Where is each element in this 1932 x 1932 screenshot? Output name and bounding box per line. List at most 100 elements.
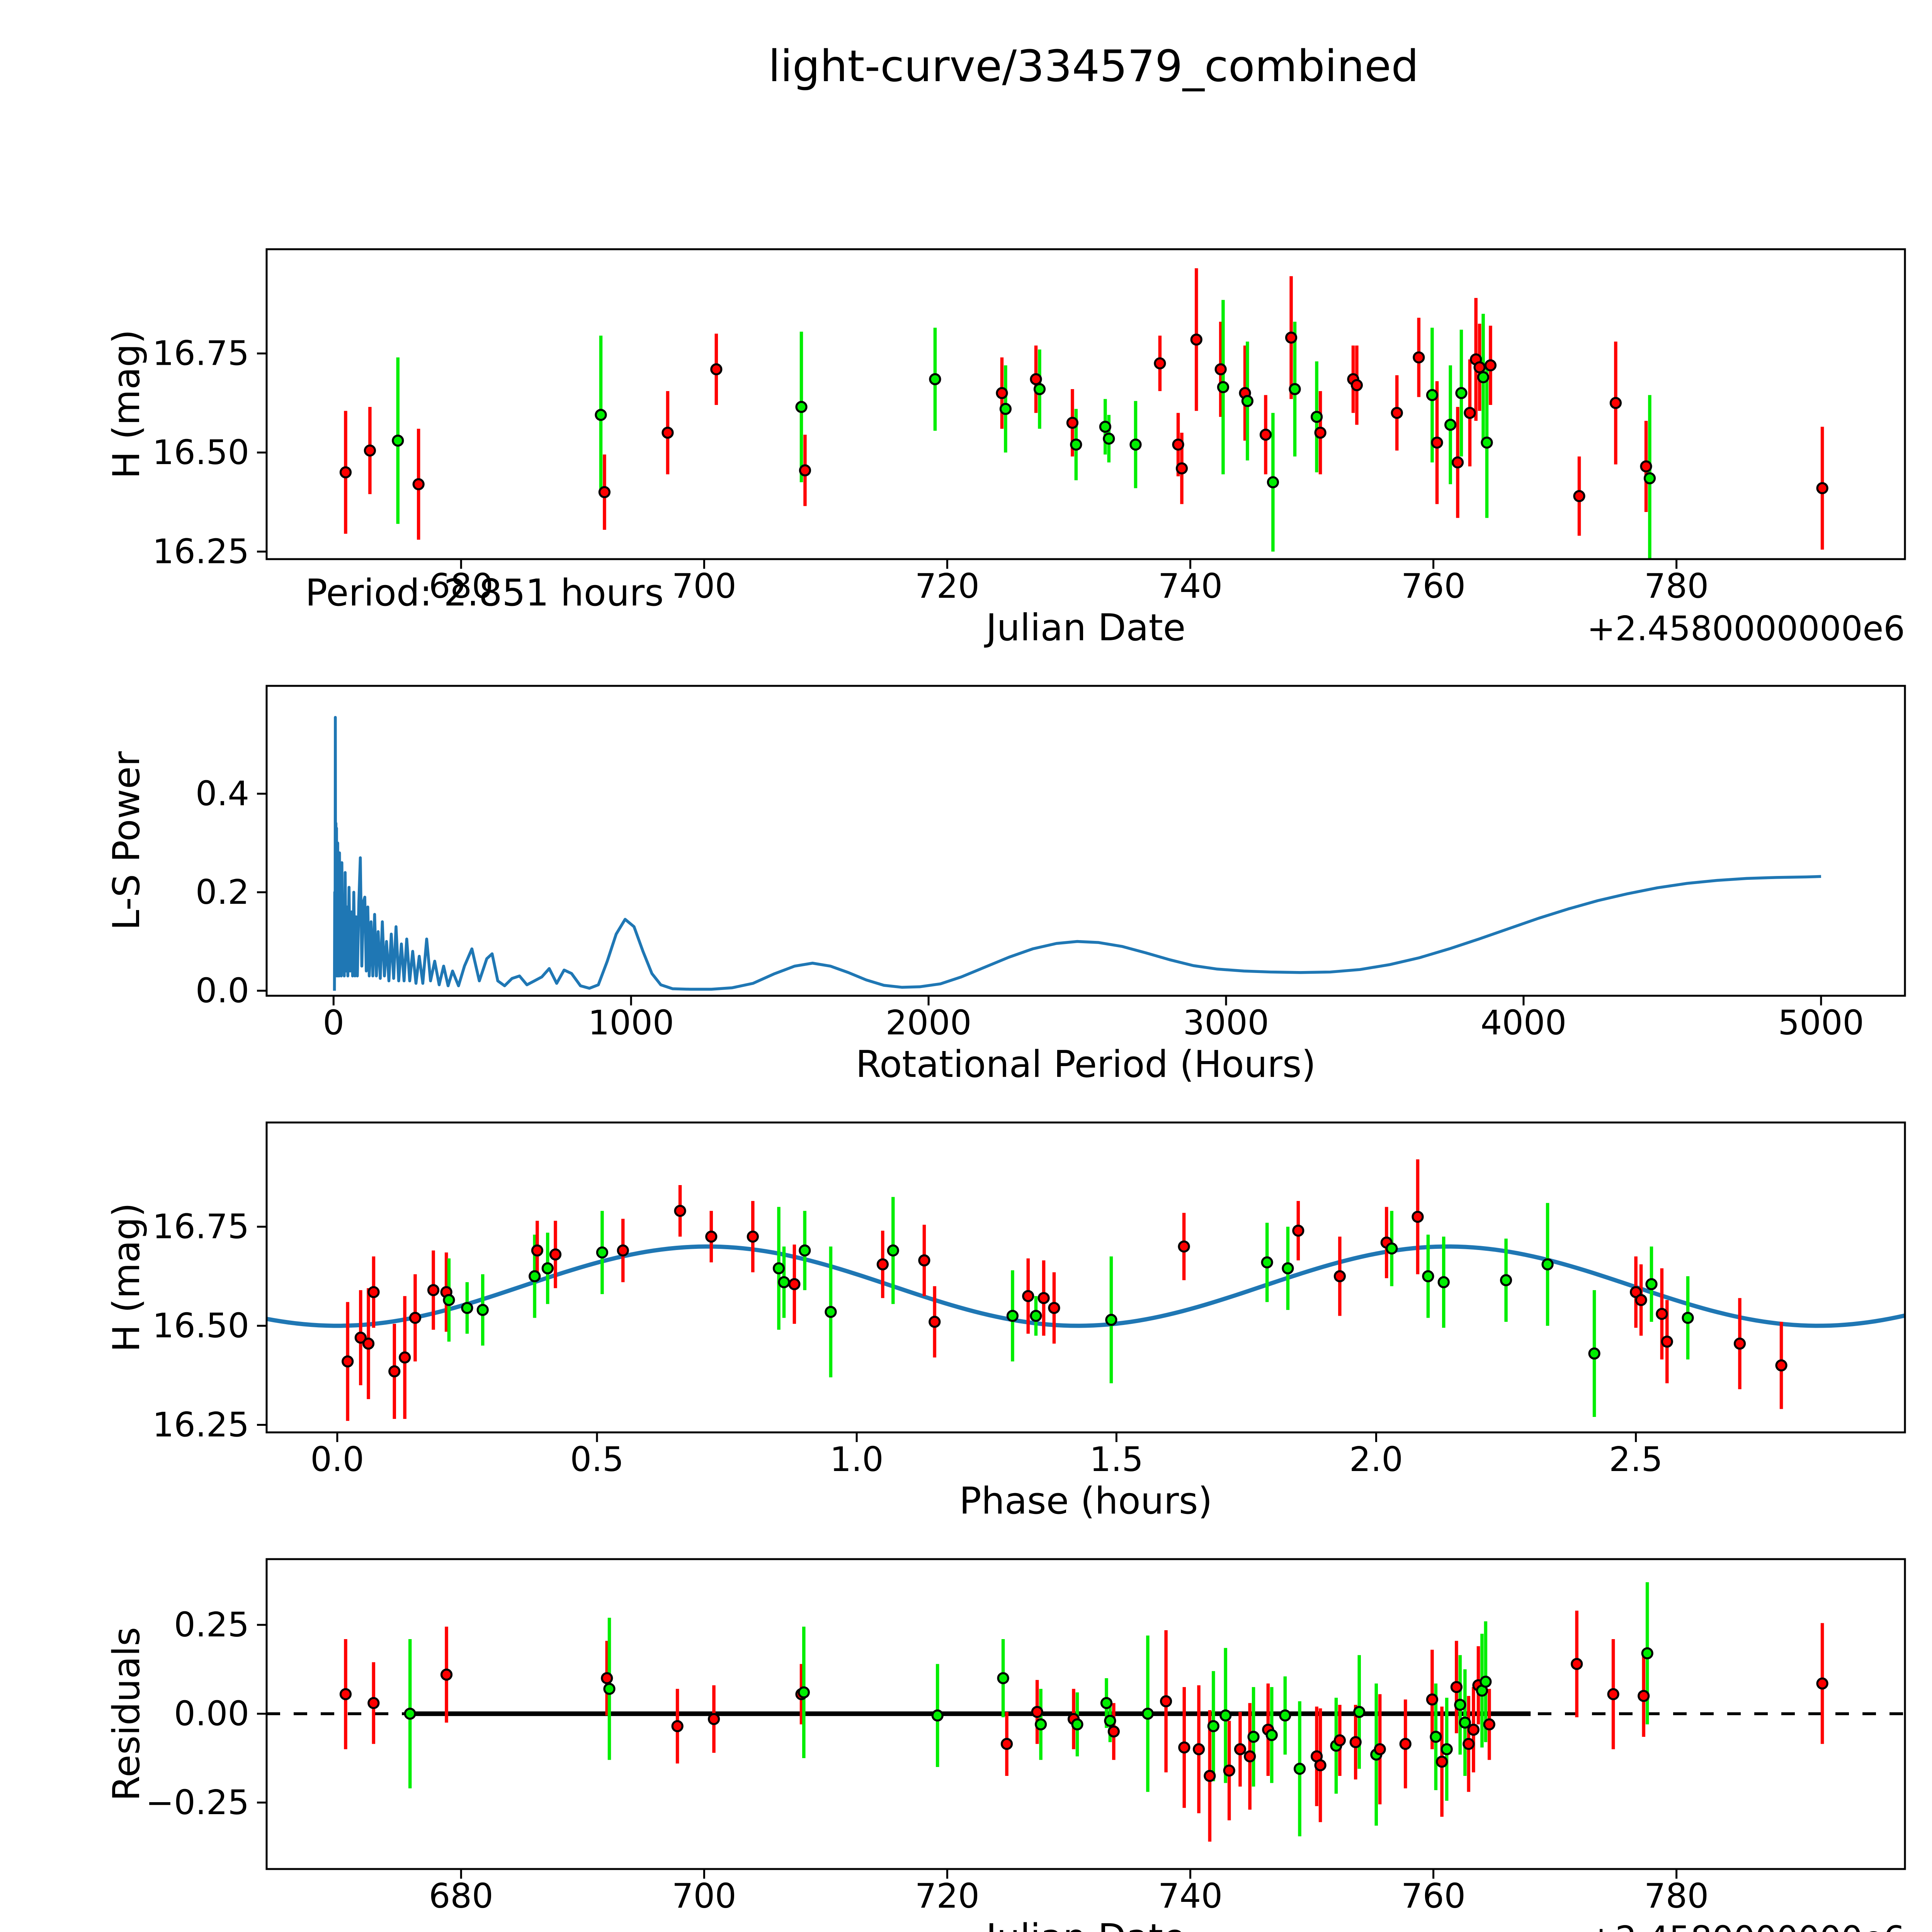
data-point-red <box>1640 460 1652 473</box>
y-axis-label: Residuals <box>105 1627 148 1801</box>
data-point-red <box>364 444 376 457</box>
data-point-green <box>1500 1274 1512 1286</box>
data-point-red <box>674 1205 686 1217</box>
data-point-green <box>1282 1262 1294 1275</box>
data-point-green <box>778 1276 790 1288</box>
x-tick-label: 760 <box>1401 566 1466 606</box>
data-point-green <box>1444 418 1457 431</box>
data-point-green <box>929 373 941 386</box>
data-point-red <box>1192 1743 1205 1755</box>
x-axis-label: Phase (hours) <box>959 1480 1212 1522</box>
data-point-green <box>1386 1242 1398 1255</box>
data-point-red <box>929 1316 941 1328</box>
data-point-red <box>1030 373 1042 386</box>
data-point-green <box>1426 389 1439 401</box>
data-point-red <box>1463 1738 1475 1750</box>
y-axis-label: H (mag) <box>105 330 148 479</box>
data-point-red <box>1349 1736 1362 1748</box>
y-axis-label: L-S Power <box>105 751 148 930</box>
x-tick-label: 780 <box>1644 566 1709 606</box>
data-point-green <box>1034 1718 1047 1731</box>
x-tick-label: 1000 <box>588 1003 674 1043</box>
data-point-red <box>1333 1270 1346 1282</box>
y-tick-label: 16.75 <box>153 1207 250 1247</box>
data-point-green <box>887 1244 899 1257</box>
data-point-red <box>1571 1658 1583 1670</box>
data-point-green <box>392 434 404 447</box>
data-point-green <box>1454 1699 1466 1711</box>
data-point-green <box>1006 1310 1019 1322</box>
x-tick-label: 4000 <box>1481 1003 1567 1043</box>
x-tick-label: 5000 <box>1778 1003 1864 1043</box>
plot-area-ls-periodogram <box>333 716 1821 991</box>
data-point-red <box>788 1278 801 1291</box>
x-tick-label: 0.0 <box>310 1440 364 1479</box>
data-point-red <box>598 486 611 498</box>
data-point-red <box>1431 436 1443 449</box>
axes-frame <box>265 248 1906 560</box>
x-tick-label: 2.5 <box>1609 1440 1663 1479</box>
data-point-red <box>1333 1734 1346 1747</box>
data-point-green <box>1682 1311 1694 1324</box>
data-point-red <box>710 363 723 376</box>
x-tick-label: 720 <box>915 566 980 606</box>
data-point-green <box>1241 395 1253 407</box>
data-point-green <box>798 1686 810 1699</box>
plot-area-residuals-vs-jd <box>267 1582 1905 1842</box>
data-point-red <box>1066 417 1079 429</box>
y-tick-label: 0.25 <box>174 1605 249 1645</box>
data-point-green <box>1440 1743 1453 1755</box>
data-point-red <box>1412 1211 1424 1223</box>
data-point-green <box>1070 438 1082 451</box>
data-point-red <box>1244 1750 1256 1763</box>
y-tick-label: 16.50 <box>153 1306 250 1345</box>
y-tick-label: 16.25 <box>153 1405 250 1445</box>
x-axis-label: Julian Date <box>984 607 1186 649</box>
figure-title: light-curve/334579_combined <box>768 41 1419 92</box>
data-point-green <box>1353 1706 1366 1718</box>
data-point-green <box>1030 1310 1042 1322</box>
data-point-red <box>1450 1681 1463 1693</box>
data-point-red <box>1190 333 1202 346</box>
data-point-red <box>617 1244 629 1257</box>
data-point-red <box>339 1688 352 1701</box>
data-point-red <box>367 1697 380 1709</box>
y-tick-label: 16.75 <box>153 334 250 373</box>
data-point-red <box>1031 1706 1043 1718</box>
x-tick-label: 780 <box>1644 1876 1709 1916</box>
data-point-red <box>1178 1240 1190 1253</box>
period-annotation: Period: 2.851 hours <box>305 572 664 614</box>
data-point-green <box>1645 1278 1658 1291</box>
x-tick-label: 700 <box>672 566 736 606</box>
y-tick-label: −0.25 <box>146 1783 249 1822</box>
data-point-red <box>1573 490 1585 502</box>
data-point-green <box>999 403 1012 415</box>
data-point-red <box>1350 379 1363 391</box>
data-point-green <box>1311 411 1323 423</box>
x-tick-label: 680 <box>429 566 493 606</box>
data-point-red <box>339 466 352 479</box>
data-point-red <box>1314 427 1327 439</box>
data-point-green <box>997 1672 1009 1684</box>
plot-area-light-curve-vs-jd <box>339 268 1828 559</box>
y-tick-label: 16.50 <box>153 433 250 472</box>
data-point-red <box>531 1244 544 1257</box>
subplot-residuals-vs-jd: 680 700 720 740 760 780 −0.25 0.00 0.25 Julian Da… <box>105 1558 1906 1932</box>
x-tick-label: 2.0 <box>1349 1440 1403 1479</box>
data-point-red <box>1292 1225 1304 1237</box>
data-point-red <box>1609 397 1622 409</box>
data-point-red <box>705 1230 718 1243</box>
data-point-red <box>1154 357 1166 369</box>
data-point-red <box>1484 359 1497 372</box>
x-tick-label: 3000 <box>1183 1003 1269 1043</box>
y-axis-label: H (mag) <box>105 1203 148 1352</box>
data-point-green <box>825 1306 837 1318</box>
data-point-green <box>1481 436 1493 449</box>
x-axis-offset-label: +2.4580000000e6 <box>1587 609 1905 648</box>
data-point-green <box>603 1683 616 1695</box>
data-point-red <box>1635 1294 1647 1306</box>
data-point-red <box>1733 1337 1746 1350</box>
data-point-red <box>1175 462 1188 474</box>
